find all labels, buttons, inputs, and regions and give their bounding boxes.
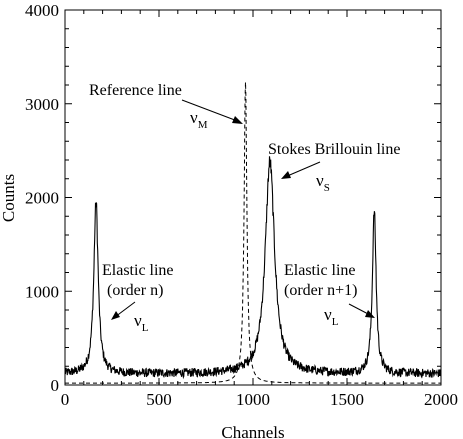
nu-m-symbol: νM (190, 108, 208, 131)
nu-l-right-symbol: νL (324, 305, 339, 328)
nu-l-left-symbol: νL (134, 311, 149, 334)
elastic-left-arrow-head (111, 311, 120, 320)
reference-arrow-head (232, 116, 243, 124)
stokes-arrow-head (281, 171, 291, 179)
y-tick-label: 1000 (25, 282, 59, 301)
elastic-right-label-line1: Elastic line (284, 262, 356, 279)
x-tick-label: 2000 (424, 390, 458, 409)
elastic-left-label-line1: Elastic line (102, 262, 174, 279)
y-tick-label: 3000 (25, 95, 59, 114)
elastic-left-arrow-shaft (114, 301, 136, 318)
x-tick-label: 0 (61, 390, 70, 409)
x-tick-label: 500 (146, 390, 172, 409)
nu-s-symbol: νS (316, 171, 330, 194)
elastic-left-label-line2: (order n) (107, 282, 163, 299)
x-tick-label: 1000 (236, 390, 270, 409)
elastic-right-arrow-head (365, 310, 375, 318)
reference-line-series (65, 82, 441, 384)
plot-frame (64, 9, 442, 386)
y-axis-ticks: 0 1000 2000 3000 4000 (25, 1, 441, 395)
elastic-right-label-line2: (order n+1) (284, 282, 357, 299)
y-tick-label: 4000 (25, 1, 59, 20)
y-tick-label: 0 (51, 376, 60, 395)
reference-line-label: Reference line (89, 82, 182, 99)
spectrum-series (64, 156, 442, 380)
stokes-line-label: Stokes Brillouin line (268, 141, 400, 158)
x-axis-ticks: 0 500 1000 1500 2000 (61, 10, 458, 409)
reference-arrow-shaft (181, 99, 241, 123)
x-tick-label: 1500 (330, 390, 364, 409)
stokes-arrow-shaft (284, 161, 321, 178)
x-axis-title: Channels (221, 423, 284, 439)
y-axis-title: Counts (0, 174, 18, 222)
y-tick-label: 2000 (25, 189, 59, 208)
